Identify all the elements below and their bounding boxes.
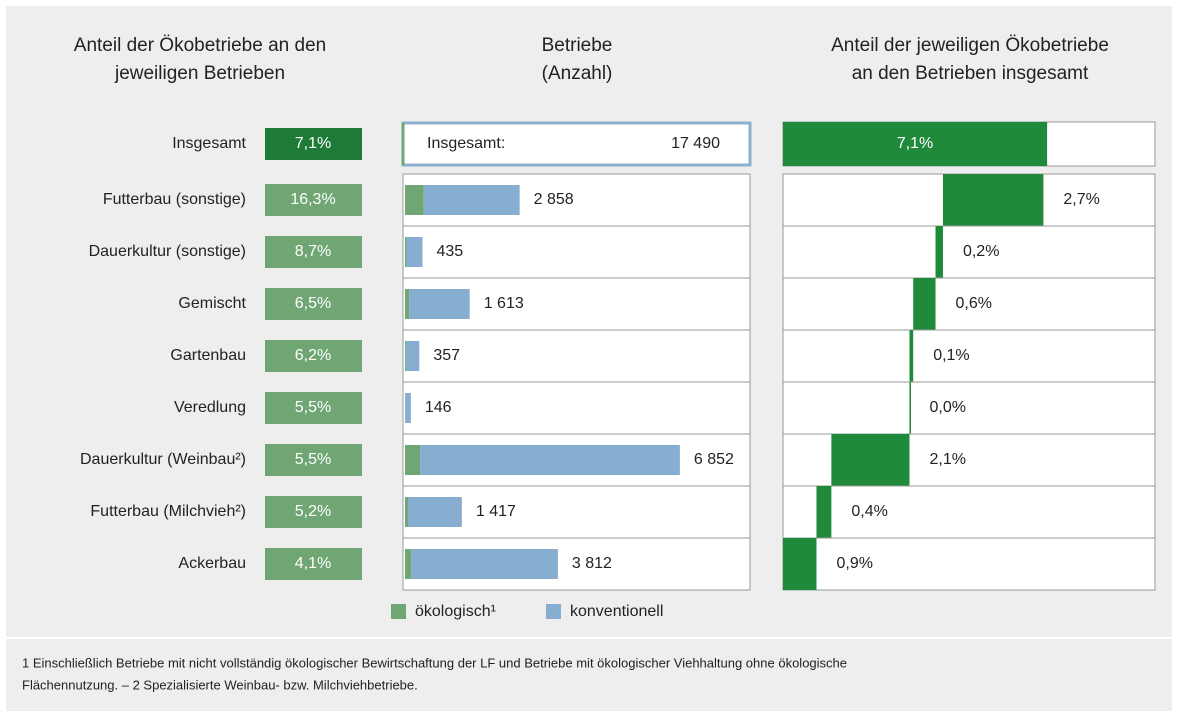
share-label: 5,5%	[295, 451, 331, 468]
total-frame	[401, 121, 752, 167]
bar-segment	[405, 445, 421, 475]
panel-title: (Anzahl)	[542, 63, 613, 84]
panel-title: Anteil der Ökobetriebe an den	[74, 35, 326, 56]
share-box	[265, 236, 362, 268]
bar-segment	[423, 185, 520, 215]
bar-segment	[405, 341, 406, 371]
total-bar	[783, 122, 1048, 166]
total-label: 357	[433, 347, 460, 364]
share-box	[265, 128, 362, 160]
total-label: 435	[436, 243, 463, 260]
total-label: 2 858	[534, 191, 574, 208]
share-label: 8,7%	[295, 243, 331, 260]
waterfall-segment	[783, 538, 817, 590]
bar-segment	[405, 185, 424, 215]
total-label: 1 613	[484, 295, 524, 312]
waterfall-segment	[942, 174, 1044, 226]
value-label: 0,1%	[933, 347, 969, 364]
panel-title: an den Betrieben insgesamt	[852, 63, 1089, 84]
value-label: 0,0%	[929, 399, 965, 416]
row-box	[402, 225, 751, 279]
category-label: Futterbau (Milchvieh²)	[90, 503, 246, 520]
share-label: 16,3%	[290, 191, 335, 208]
share-box	[265, 184, 362, 216]
share-label: 6,2%	[295, 347, 331, 364]
category-label: Dauerkultur (Weinbau²)	[80, 451, 246, 468]
share-label: 5,2%	[295, 503, 331, 520]
panel-title: Anteil der jeweiligen Ökobetriebe	[831, 35, 1109, 56]
waterfall-segment	[816, 486, 832, 538]
waterfall-segment	[935, 226, 943, 278]
panel-title: Betriebe	[542, 35, 613, 56]
legend-swatch	[546, 604, 561, 619]
value-label: 2,7%	[1063, 191, 1099, 208]
row-box	[782, 225, 1156, 279]
share-box	[265, 444, 362, 476]
legend-swatch	[391, 604, 406, 619]
legend-label: konventionell	[570, 603, 663, 620]
share-label: 5,5%	[295, 399, 331, 416]
row-box	[782, 537, 1156, 591]
share-label: 4,1%	[295, 555, 331, 572]
waterfall-segment	[913, 278, 936, 330]
share-box	[265, 548, 362, 580]
bar-segment	[405, 237, 407, 267]
category-label: Gartenbau	[170, 347, 246, 364]
bar-segment	[411, 549, 558, 579]
share-box	[265, 496, 362, 528]
legend-label: ökologisch¹	[415, 603, 496, 620]
bar-segment	[407, 497, 462, 527]
value-label: 0,2%	[963, 243, 999, 260]
row-box	[782, 329, 1156, 383]
total-label: 3 812	[572, 555, 612, 572]
bar-segment	[405, 549, 412, 579]
share-box	[265, 288, 362, 320]
total-value: 17 490	[671, 135, 720, 152]
row-box	[402, 381, 751, 435]
waterfall-segment	[831, 434, 910, 486]
bar-segment	[405, 341, 420, 371]
category-label: Insgesamt	[172, 135, 246, 152]
value-label: 2,1%	[929, 451, 965, 468]
bar-segment	[405, 289, 410, 319]
value-label: 0,4%	[851, 503, 887, 520]
share-box	[265, 340, 362, 372]
value-label: 0,9%	[836, 555, 872, 572]
footnote: 1 Einschließlich Betriebe mit nicht voll…	[22, 655, 847, 670]
bar-segment	[405, 393, 411, 423]
row-box	[782, 277, 1156, 331]
row-box	[782, 485, 1156, 539]
panel-title: jeweiligen Betrieben	[114, 63, 285, 84]
total-label: 7,1%	[897, 135, 933, 152]
value-label: 0,6%	[956, 295, 992, 312]
bar-segment	[405, 497, 408, 527]
bar-segment	[409, 289, 470, 319]
category-label: Dauerkultur (sonstige)	[89, 243, 246, 260]
total-label: 1 417	[476, 503, 516, 520]
row-box	[402, 329, 751, 383]
share-box	[265, 392, 362, 424]
footnote: Flächennutzung. – 2 Spezialisierte Weinb…	[22, 677, 418, 692]
total-name: Insgesamt:	[427, 135, 505, 152]
category-label: Veredlung	[174, 399, 246, 416]
bar-segment	[406, 237, 423, 267]
share-label: 6,5%	[295, 295, 331, 312]
category-label: Gemischt	[178, 295, 246, 312]
total-label: 6 852	[694, 451, 734, 468]
row-box	[782, 381, 1156, 435]
waterfall-segment	[909, 382, 911, 434]
total-label: 146	[425, 399, 452, 416]
category-label: Ackerbau	[178, 555, 246, 572]
share-label: 7,1%	[295, 135, 331, 152]
bar-segment	[420, 445, 680, 475]
category-label: Futterbau (sonstige)	[103, 191, 246, 208]
waterfall-segment	[909, 330, 914, 382]
